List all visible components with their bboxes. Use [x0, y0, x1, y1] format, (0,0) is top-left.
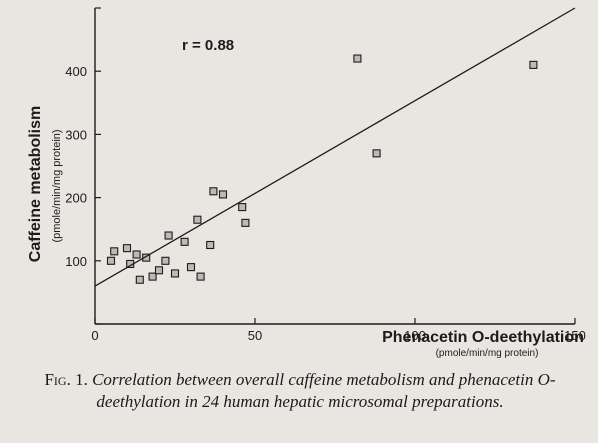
x-axis-units: (pmole/min/mg protein)	[436, 348, 539, 359]
data-point	[111, 248, 118, 255]
data-point	[133, 251, 140, 258]
chart-points	[108, 55, 537, 283]
y-tick-label: 200	[65, 191, 87, 206]
correlation-annotation: r = 0.88	[182, 37, 234, 54]
data-point	[172, 270, 179, 277]
data-point	[354, 55, 361, 62]
data-point	[197, 273, 204, 280]
data-point	[373, 150, 380, 157]
data-point	[188, 264, 195, 271]
data-point	[210, 188, 217, 195]
data-point	[165, 232, 172, 239]
x-tick-label: 50	[248, 328, 262, 343]
x-tick-label: 0	[91, 328, 98, 343]
data-point	[207, 242, 214, 249]
data-point	[530, 61, 537, 68]
y-tick-label: 100	[65, 254, 87, 269]
chart-axes	[95, 8, 575, 324]
data-point	[194, 216, 201, 223]
regression-line	[95, 8, 575, 286]
data-point	[242, 219, 249, 226]
data-point	[156, 267, 163, 274]
data-point	[136, 276, 143, 283]
figure-caption-text: Correlation between overall caffeine met…	[92, 370, 555, 411]
y-tick-label: 400	[65, 64, 87, 79]
figure-label: Fig. 1.	[44, 370, 87, 389]
y-axis-units: (pmole/min/mg protein)	[51, 129, 63, 242]
data-point	[239, 204, 246, 211]
data-point	[124, 245, 131, 252]
data-point	[108, 257, 115, 264]
y-tick-label: 300	[65, 127, 87, 142]
data-point	[162, 257, 169, 264]
figure-caption: Fig. 1. Correlation between overall caff…	[40, 369, 560, 413]
data-point	[220, 191, 227, 198]
data-point	[181, 238, 188, 245]
y-axis-label: Caffeine metabolism	[27, 106, 44, 262]
x-axis-label: Phenacetin O-deethylation	[382, 329, 584, 346]
